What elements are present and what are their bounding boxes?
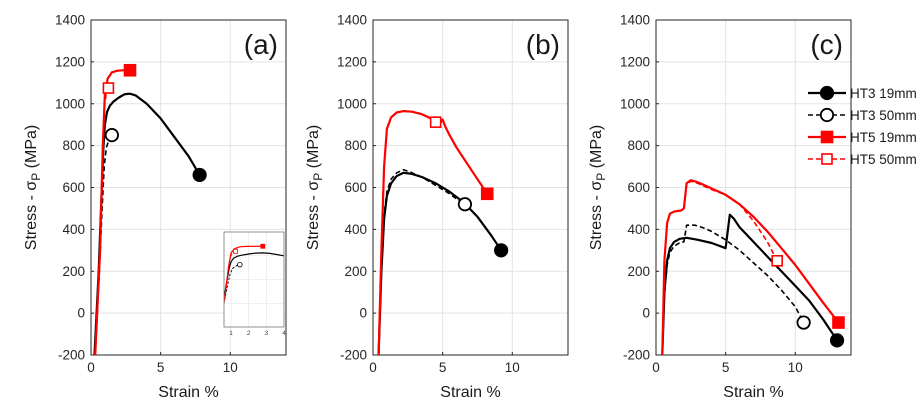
axes-box [372, 19, 569, 356]
series-endpoint-ht5-50mm [429, 116, 442, 128]
legend-label: HT3 50mm [850, 108, 917, 123]
inset-marker-ht5-19mm [260, 243, 266, 249]
x-tick-label: 10 [788, 360, 803, 375]
y-tick-label: 600 [627, 180, 650, 195]
series-endpoint-ht3-19mm [829, 333, 845, 348]
series-endpoint-ht5-19mm [832, 316, 845, 329]
series-line-ht5-50mm [377, 110, 437, 355]
y-tick-label: 600 [62, 180, 85, 195]
series-endpoint-ht3-50mm [104, 128, 119, 143]
y-tick-label: 1200 [620, 54, 650, 69]
y-axis-label: Stress - σP (MPa) [305, 125, 325, 250]
series-line-ht3-50mm [661, 224, 805, 355]
series-line-ht5-19mm [661, 179, 840, 355]
legend-marker [819, 85, 835, 101]
x-tick-label: 5 [722, 360, 730, 375]
series-endpoint-ht5-19mm [123, 63, 137, 77]
inset-x-tick-label: 2 [247, 330, 251, 337]
y-tick-label: 400 [344, 222, 367, 237]
y-tick-label: -200 [340, 348, 367, 363]
y-tick-label: 1400 [55, 13, 85, 28]
y-tick-label: 800 [627, 138, 650, 153]
inset-x-tick-label: 3 [265, 330, 269, 337]
x-axis-label: Strain % [440, 384, 500, 401]
inset-line-ht3-50mm [224, 264, 241, 306]
panel-label: (c) [810, 29, 843, 60]
y-tick-label: 800 [344, 138, 367, 153]
y-tick-label: 1400 [337, 13, 367, 28]
inset-x-tick-label: 4 [282, 330, 286, 337]
y-tick-label: 1200 [337, 54, 367, 69]
y-tick-label: 0 [359, 306, 367, 321]
y-tick-label: 400 [627, 222, 650, 237]
y-tick-label: 0 [642, 306, 650, 321]
panel-label: (a) [244, 29, 278, 60]
x-tick-label: 0 [369, 360, 377, 375]
x-tick-label: 0 [87, 360, 95, 375]
x-tick-label: 0 [652, 360, 660, 375]
series-line-ht5-50mm [94, 87, 110, 355]
axes-box [655, 19, 852, 356]
y-tick-label: 400 [62, 222, 85, 237]
inset-marker-ht5-50mm [233, 248, 238, 254]
legend-label: HT5 19mm [850, 130, 917, 145]
series-endpoint-ht3-50mm [457, 197, 473, 212]
y-tick-label: 1400 [620, 13, 650, 28]
x-tick-label: 10 [505, 360, 520, 375]
x-tick-label: 10 [223, 360, 238, 375]
series-line-ht3-50mm [377, 168, 466, 355]
series-line-ht3-19mm [661, 213, 839, 355]
axes-box [90, 19, 287, 356]
y-tick-label: 1200 [55, 54, 85, 69]
y-axis-label: Stress - σP (MPa) [23, 125, 43, 250]
series-endpoint-ht5-50mm [771, 254, 783, 267]
legend-label: HT5 50mm [850, 152, 917, 167]
x-tick-label: 5 [157, 360, 165, 375]
y-tick-label: 0 [77, 306, 85, 321]
y-tick-label: 200 [344, 264, 367, 279]
inset-border [223, 231, 285, 328]
legend-marker [819, 107, 835, 123]
y-tick-label: 1000 [620, 96, 650, 111]
y-tick-label: -200 [58, 348, 85, 363]
panel-label: (b) [526, 29, 560, 60]
plot-series [377, 109, 503, 355]
x-axis-label: Strain % [723, 384, 783, 401]
series-line-ht5-50mm [661, 180, 778, 355]
y-tick-label: 800 [62, 138, 85, 153]
x-axis-label: Strain % [158, 384, 218, 401]
y-tick-label: 600 [344, 180, 367, 195]
x-tick-label: 5 [439, 360, 447, 375]
inset-marker-ht3-50mm [237, 261, 243, 268]
y-tick-label: 200 [62, 264, 85, 279]
inset-x-tick-label: 1 [229, 330, 233, 337]
y-tick-label: -200 [623, 348, 650, 363]
series-endpoint-ht3-19mm [494, 243, 509, 258]
legend: HT3 19mm HT3 50mm HT5 19mm HT5 50mm [808, 85, 917, 167]
plot-series [661, 179, 840, 355]
series-endpoint-ht5-19mm [480, 187, 494, 201]
legend-marker [820, 130, 834, 144]
legend-marker [821, 153, 833, 165]
inset-plot: 1 2 3 4 [223, 231, 286, 337]
y-axis-label: Stress - σP (MPa) [588, 125, 608, 250]
series-endpoint-ht5-50mm [102, 82, 115, 94]
y-tick-label: 1000 [55, 96, 85, 111]
series-endpoint-ht3-50mm [796, 315, 811, 330]
series-line-ht3-19mm [377, 171, 503, 355]
series-endpoint-ht3-19mm [192, 167, 207, 183]
y-tick-label: 1000 [337, 96, 367, 111]
y-tick-label: 200 [627, 264, 650, 279]
legend-label: HT3 19mm [850, 86, 917, 101]
